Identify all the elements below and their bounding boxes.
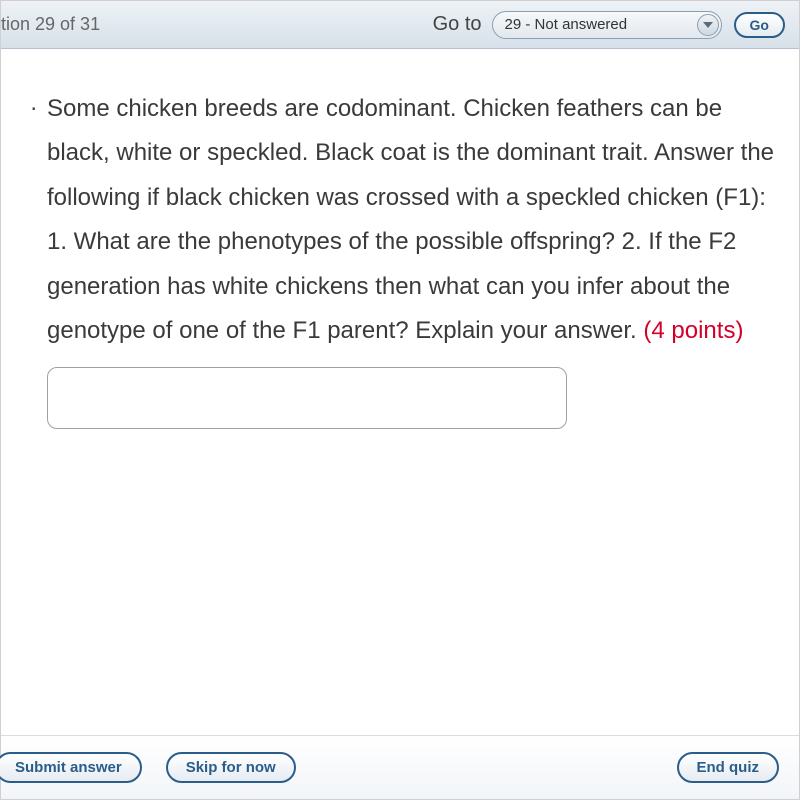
- question-content: . Some chicken breeds are codominant. Ch…: [1, 49, 799, 434]
- question-nav-dropdown[interactable]: 29 - Not answered: [492, 11, 722, 39]
- question-text: Some chicken breeds are codominant. Chic…: [37, 87, 777, 353]
- question-row: . Some chicken breeds are codominant. Ch…: [7, 87, 777, 353]
- go-button[interactable]: Go: [734, 12, 785, 38]
- goto-label: Go to: [433, 13, 482, 36]
- submit-answer-button[interactable]: Submit answer: [0, 752, 142, 783]
- bottombar: Submit answer Skip for now End quiz: [1, 735, 799, 799]
- quiz-window: tion 29 of 31 Go to 29 - Not answered Go…: [0, 0, 800, 800]
- question-points: (4 points): [643, 317, 743, 344]
- topbar: tion 29 of 31 Go to 29 - Not answered Go: [1, 1, 799, 49]
- chevron-down-icon: [697, 14, 719, 36]
- question-number: .: [7, 87, 37, 117]
- question-progress: tion 29 of 31: [1, 14, 100, 35]
- answer-input[interactable]: [47, 367, 567, 429]
- dropdown-selected-text: 29 - Not answered: [505, 16, 691, 33]
- end-quiz-button[interactable]: End quiz: [677, 752, 780, 783]
- question-body: Some chicken breeds are codominant. Chic…: [47, 95, 774, 344]
- skip-for-now-button[interactable]: Skip for now: [166, 752, 296, 783]
